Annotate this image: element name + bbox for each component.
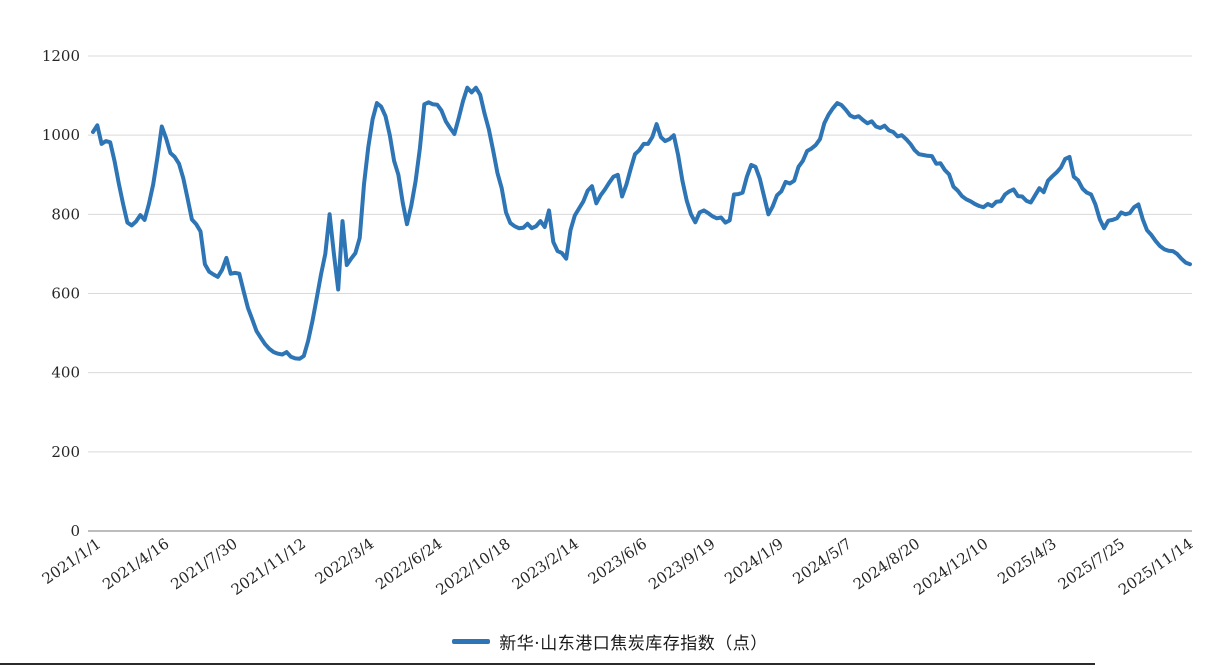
- x-axis-tick-label: 2022/10/18: [433, 535, 514, 599]
- legend-label: 新华·山东港口焦炭库存指数（点）: [499, 634, 768, 654]
- x-axis-tick-label: 2025/4/3: [994, 535, 1060, 588]
- x-axis-tick-label: 2023/2/14: [509, 535, 582, 594]
- y-axis-tick-label: 1200: [42, 47, 80, 65]
- y-axis-tick-label: 600: [51, 285, 80, 303]
- x-axis-tick-label: 2021/4/16: [99, 535, 172, 594]
- series-line: [91, 85, 1192, 361]
- y-axis-tick-label: 200: [51, 443, 80, 461]
- x-axis-tick-label: 2021/11/12: [228, 535, 309, 599]
- x-axis-tick-label: 2023/9/19: [645, 535, 718, 594]
- legend: 新华·山东港口焦炭库存指数（点）: [0, 629, 1220, 654]
- y-axis-tick-label: 400: [51, 364, 80, 382]
- y-axis-tick-label: 0: [70, 522, 80, 540]
- x-axis-tick-label: 2025/11/14: [1115, 535, 1196, 599]
- y-axis-tick-label: 800: [51, 205, 80, 223]
- x-axis-tick-label: 2023/6/6: [585, 535, 651, 588]
- x-axis-tick-label: 2024/5/7: [790, 535, 856, 588]
- y-axis-tick-label: 1000: [42, 126, 80, 144]
- x-axis-tick-label: 2024/12/10: [910, 535, 991, 599]
- x-axis-tick-label: 2021/1/1: [39, 535, 105, 588]
- x-axis-tick-label: 2024/1/9: [721, 535, 787, 588]
- legend-line-marker: [452, 639, 491, 644]
- x-axis-tick-label: 2022/3/4: [312, 535, 378, 588]
- bottom-divider: [0, 663, 1095, 665]
